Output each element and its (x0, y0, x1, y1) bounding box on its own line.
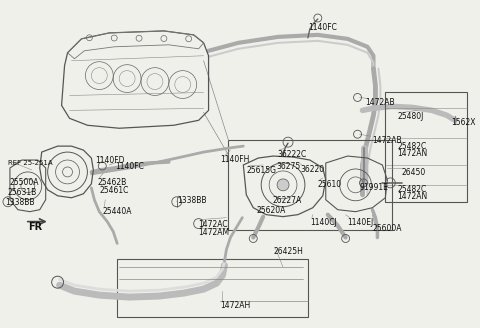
Text: FR: FR (28, 222, 42, 232)
Text: 26227A: 26227A (272, 196, 301, 205)
Text: 25631B: 25631B (8, 188, 37, 197)
Text: 1338BB: 1338BB (177, 196, 206, 205)
Text: REF 25-251A: REF 25-251A (8, 160, 53, 166)
Text: 25500A: 25500A (10, 178, 39, 187)
Text: 25462B: 25462B (97, 178, 127, 187)
Text: 1472AN: 1472AN (397, 192, 428, 201)
Text: 91991E: 91991E (360, 183, 388, 192)
Text: 36275: 36275 (276, 162, 300, 171)
Text: 25615G: 25615G (246, 166, 276, 175)
Text: 25461C: 25461C (99, 186, 129, 195)
Circle shape (277, 179, 289, 191)
Text: 1472AB: 1472AB (372, 136, 402, 145)
Text: 25482C: 25482C (397, 142, 427, 151)
Text: 1140CJ: 1140CJ (310, 218, 336, 227)
Text: 1140FH: 1140FH (220, 155, 250, 164)
Text: 1562X: 1562X (451, 118, 475, 127)
Text: 25482C: 25482C (397, 185, 427, 194)
Bar (228, 140, 392, 230)
Text: 36220: 36220 (300, 165, 324, 174)
Text: 1140FD: 1140FD (96, 156, 125, 165)
Text: 1472AH: 1472AH (220, 301, 251, 310)
Text: 25480J: 25480J (397, 113, 424, 121)
Text: 1140FC: 1140FC (308, 23, 337, 32)
Text: 36222C: 36222C (277, 150, 306, 159)
Text: 1140EJ: 1140EJ (348, 218, 374, 227)
Text: 25600A: 25600A (372, 224, 402, 233)
Text: 1472AC: 1472AC (199, 220, 228, 229)
Text: 1472AB: 1472AB (365, 98, 395, 108)
Text: 26450: 26450 (401, 168, 425, 177)
Bar (117, 259, 308, 317)
Bar (385, 92, 467, 202)
Text: 1338BB: 1338BB (5, 198, 35, 207)
Text: 26425H: 26425H (273, 247, 303, 256)
Text: 1472AN: 1472AN (397, 149, 428, 158)
Text: 25610: 25610 (318, 180, 342, 189)
Text: 1140FC: 1140FC (115, 162, 144, 171)
Text: 1472AM: 1472AM (199, 228, 230, 236)
Text: 25440A: 25440A (102, 207, 132, 216)
Text: 25620A: 25620A (256, 206, 286, 215)
